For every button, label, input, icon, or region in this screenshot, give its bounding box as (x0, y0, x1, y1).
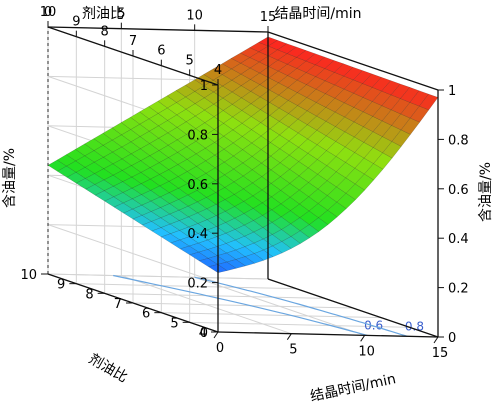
contour-label: 0.8 (405, 319, 424, 333)
top-x-tick-label: 0 (44, 5, 52, 20)
floor-contours: 0.6 0.8 (113, 274, 424, 337)
tick-mark (286, 333, 292, 340)
z-tick-label: 0 (200, 326, 208, 341)
z-tick-label: 0.8 (187, 128, 208, 143)
frame-edge (267, 278, 439, 338)
tick-mark (360, 335, 366, 342)
y-tick-label: 7 (114, 297, 122, 312)
x-tick-label: 5 (289, 343, 297, 358)
grid-line (104, 292, 325, 299)
z-tick-label-right: 1 (448, 84, 456, 99)
y-tick-label: 10 (20, 268, 37, 283)
bottom-xlabel: 结晶时间/min (309, 371, 398, 405)
y-tick-label: 8 (85, 287, 93, 302)
y-tick-label: 6 (142, 307, 150, 322)
top-y-tick-label: 9 (72, 15, 80, 30)
tick-labels: 0 00.2 0.20.4 0.40.6 0.60.8 0.81 10 5 10 15456789… (20, 5, 468, 361)
top-xlabel: 结晶时间/min (274, 6, 361, 22)
z-tick-label: 1 (200, 79, 208, 94)
grid-line (189, 321, 410, 328)
top-y-tick-label: 5 (186, 53, 194, 68)
contour-line (113, 274, 368, 336)
contour-line (194, 276, 408, 337)
z-tick-label-right: 0.8 (448, 133, 469, 148)
top-y-tick-label: 8 (101, 24, 109, 39)
top-x-tick-label: 15 (260, 10, 277, 25)
frame-edge (267, 31, 439, 91)
tick-mark (213, 331, 219, 339)
surface-mesh (47, 36, 439, 273)
z-tick-label-right: 0 (448, 331, 456, 346)
x-tick-label: 0 (216, 341, 224, 356)
y-tick-label: 4 (199, 326, 207, 341)
bottom-ylabel: 剂油比 (86, 351, 130, 386)
grid-line (47, 273, 269, 280)
x-tick-label: 15 (432, 346, 449, 361)
y-tick-label: 9 (57, 278, 65, 293)
z-tick-label-right: 0.2 (448, 282, 469, 297)
frame-edge (47, 26, 269, 33)
x-tick-label: 10 (358, 344, 375, 359)
grid-line (132, 302, 354, 309)
z-tick-label-right: 0.4 (448, 232, 469, 247)
z-tick-label: 0.2 (187, 277, 208, 292)
frame-edge (217, 331, 439, 338)
top-x-tick-label: 10 (186, 8, 203, 23)
z-tick-label-right: 0.6 (448, 183, 469, 198)
contour-label: 0.6 (364, 318, 383, 332)
y-tick-label: 5 (170, 316, 178, 331)
right-zlabel: 含油量/% (478, 162, 494, 222)
top-y-tick-label: 6 (157, 44, 165, 59)
tick-mark (433, 336, 439, 344)
top-y-tick-label: 4 (214, 63, 222, 78)
left-zlabel: 含油量/% (2, 148, 18, 208)
z-tick-label: 0.4 (187, 227, 208, 242)
top-ylabel: 剂油比 (82, 6, 124, 22)
top-y-tick-label: 7 (129, 34, 137, 49)
top-y-tick-label: 10 (40, 5, 57, 20)
top-x-tick-label: 5 (117, 7, 125, 22)
z-tick-label: 0.6 (187, 178, 208, 193)
grid-line (76, 283, 297, 290)
